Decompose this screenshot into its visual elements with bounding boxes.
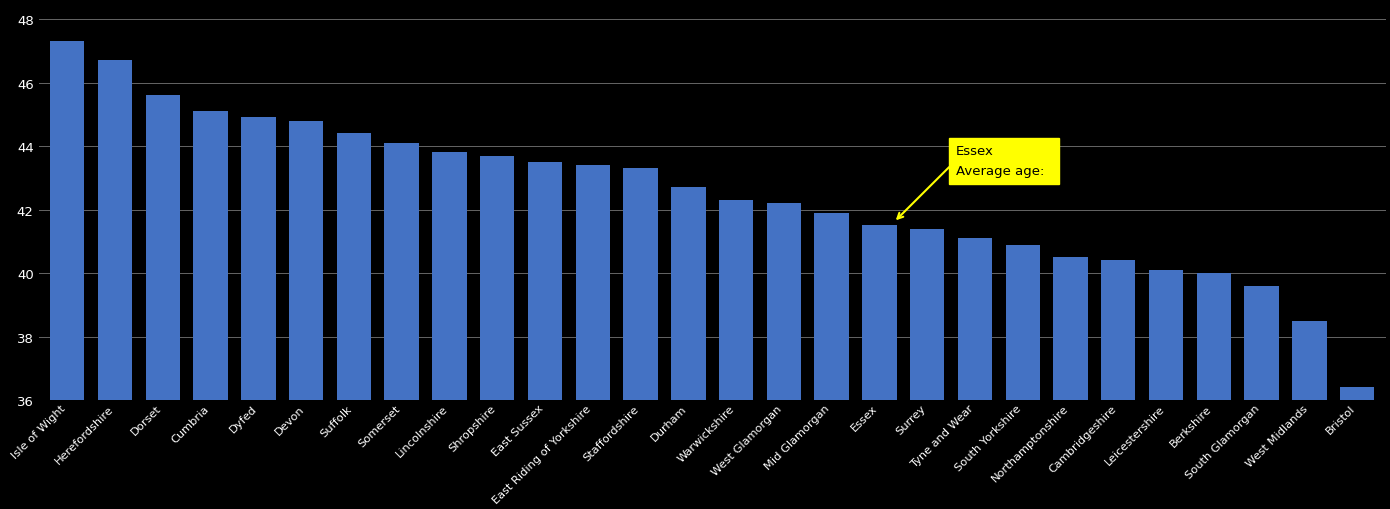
Bar xyxy=(480,156,514,509)
Bar xyxy=(1005,245,1040,509)
Bar xyxy=(50,42,85,509)
Bar xyxy=(862,226,897,509)
Bar xyxy=(623,169,657,509)
Bar xyxy=(289,122,324,509)
Bar xyxy=(242,118,275,509)
Bar xyxy=(336,134,371,509)
Bar xyxy=(1054,258,1088,509)
Bar xyxy=(1293,321,1326,509)
Bar xyxy=(1150,270,1183,509)
Bar xyxy=(146,96,181,509)
Text: 41.5: 41.5 xyxy=(1269,165,1301,178)
Bar xyxy=(815,213,849,509)
Bar xyxy=(528,163,562,509)
Bar xyxy=(193,112,228,509)
Bar xyxy=(97,61,132,509)
Bar xyxy=(1340,388,1375,509)
Bar xyxy=(910,229,944,509)
Bar xyxy=(767,204,801,509)
Bar xyxy=(385,144,418,509)
Text: Essex
Average age:: Essex Average age: xyxy=(956,145,1052,178)
Bar xyxy=(1197,273,1232,509)
Bar xyxy=(1244,286,1279,509)
Bar xyxy=(958,239,992,509)
Bar xyxy=(719,201,753,509)
Bar xyxy=(432,153,467,509)
Bar xyxy=(575,166,610,509)
Bar xyxy=(1101,261,1136,509)
Bar xyxy=(671,188,706,509)
